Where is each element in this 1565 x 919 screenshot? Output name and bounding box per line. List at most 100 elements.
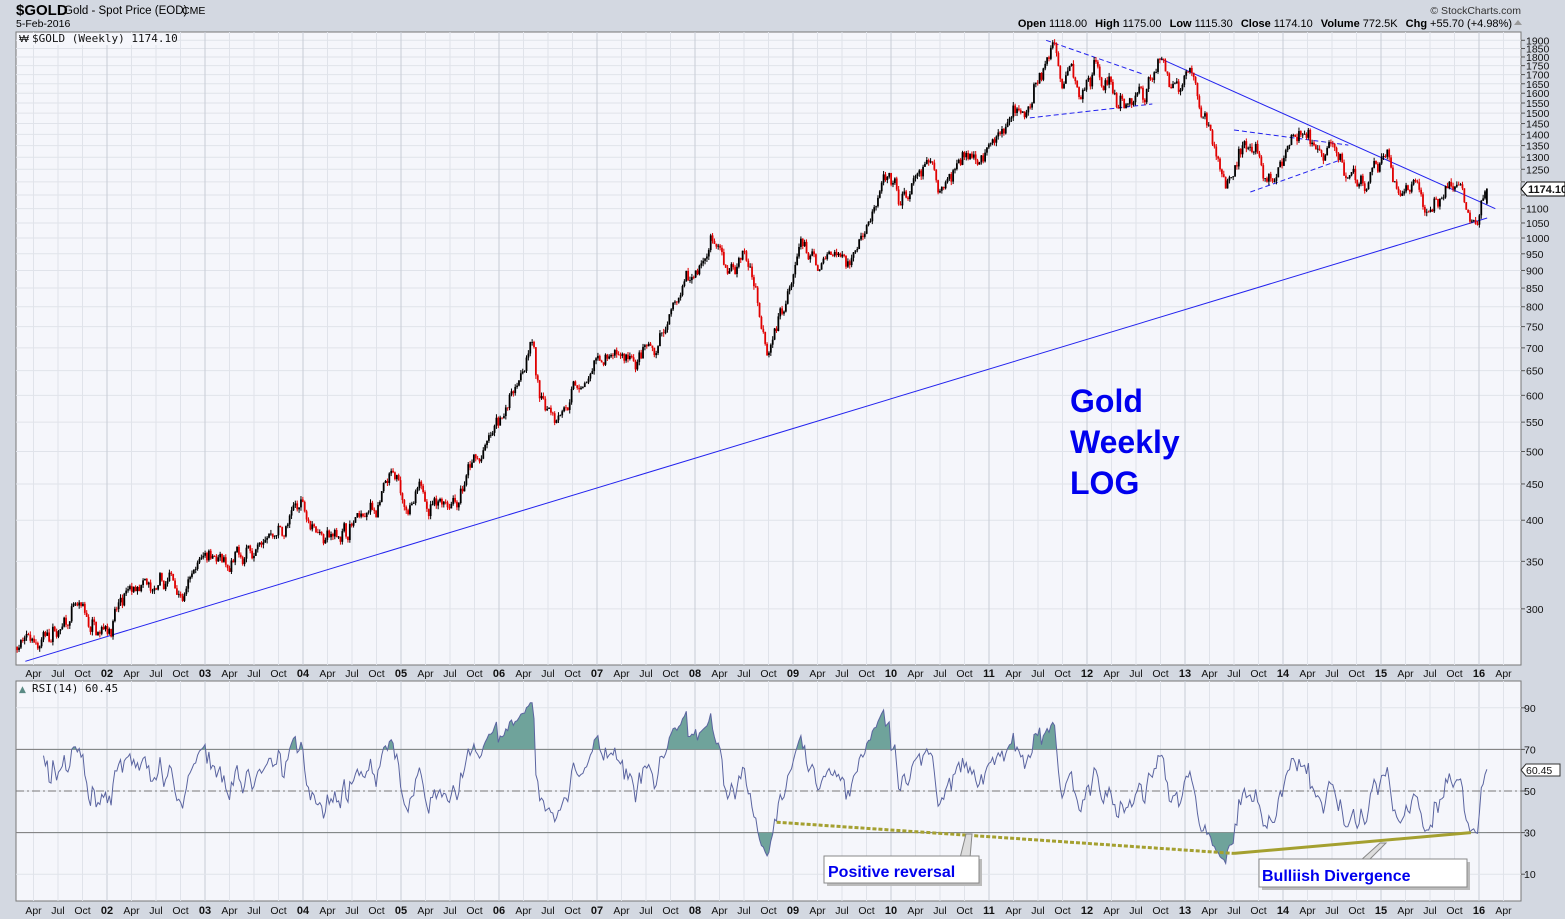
candle-body [501, 417, 503, 419]
candle-body [1008, 118, 1011, 123]
candle-body [360, 513, 363, 517]
x-tick-label: Jul [737, 668, 750, 680]
candle-body [741, 250, 744, 260]
candle-body [815, 254, 817, 266]
candle-body [863, 233, 866, 237]
candle-body [837, 253, 840, 256]
candle-body [1104, 80, 1107, 91]
candle [1341, 152, 1344, 163]
candle-body [854, 250, 857, 253]
candle [1408, 189, 1411, 195]
candle [1170, 83, 1173, 89]
candle-body [704, 258, 706, 261]
candle-body [683, 281, 686, 287]
candle-body [324, 539, 327, 544]
candle-body [70, 606, 73, 622]
candle-body [1215, 146, 1218, 157]
candle-body [781, 308, 784, 314]
candle [1175, 78, 1178, 84]
candle-body [737, 258, 740, 267]
candle-body [394, 472, 396, 480]
candle [959, 158, 962, 166]
candle-body [1269, 173, 1272, 179]
candle-body [1371, 167, 1374, 173]
candle [262, 538, 265, 549]
candle-body [1455, 184, 1458, 187]
candle-body [553, 413, 556, 423]
candle-body [610, 354, 612, 357]
x-tick-label: 05 [395, 668, 407, 680]
collapse-arrow-icon[interactable] [1514, 20, 1522, 25]
candle [715, 243, 718, 249]
candle-body [1202, 116, 1205, 118]
candle-body [997, 132, 1000, 137]
candle-body [386, 480, 389, 483]
candle-body [316, 532, 319, 534]
candle [102, 623, 105, 630]
candle-body [504, 407, 507, 417]
candle [659, 330, 661, 347]
candle-body [337, 536, 340, 538]
candle-body [232, 560, 235, 563]
candle [754, 283, 757, 288]
x-tick-label: Oct [466, 905, 482, 917]
candle [335, 527, 338, 538]
candle [627, 351, 629, 363]
candle [991, 138, 994, 146]
candle [1232, 175, 1235, 181]
candle [1429, 206, 1432, 213]
candle-body [717, 245, 720, 247]
candle-body [559, 415, 562, 417]
candle [309, 520, 312, 531]
candle-body [1463, 188, 1466, 203]
candle [1386, 149, 1389, 160]
candle [811, 248, 814, 257]
candle-body [1029, 106, 1032, 108]
candle [478, 458, 481, 464]
x-tick-label: Oct [564, 905, 580, 917]
candle-body [719, 245, 721, 248]
candle [687, 267, 690, 282]
candle-body [273, 535, 276, 537]
candle-body [568, 402, 571, 410]
candle [324, 537, 327, 544]
candle [843, 253, 846, 258]
candle [119, 594, 122, 606]
candle-body [1373, 161, 1376, 168]
candle [456, 500, 458, 511]
candle-body [409, 505, 411, 515]
candle-body [1478, 215, 1481, 225]
candle-body [243, 558, 246, 565]
candle [1117, 104, 1120, 109]
candle [1284, 148, 1287, 162]
candle-body [348, 523, 351, 541]
candle [937, 179, 939, 195]
candle [1298, 127, 1300, 144]
security-name: Gold - Spot Price (EOD) [64, 5, 188, 17]
candle [80, 601, 82, 608]
candle [35, 639, 37, 645]
rsi-tick-label: 30 [1524, 828, 1536, 840]
candle [721, 245, 723, 256]
candle-body [1185, 71, 1188, 76]
candle-body [1382, 156, 1385, 157]
positive-reversal-label: Positive reversal [828, 864, 955, 881]
candle-body [540, 396, 543, 399]
candle-body [538, 380, 541, 399]
x-tick-label: 14 [1277, 905, 1290, 917]
candle-body [339, 536, 342, 542]
candle-body [416, 487, 419, 492]
candle [260, 541, 263, 548]
candle-body [916, 173, 919, 176]
candle [1121, 93, 1124, 101]
candle [320, 531, 323, 536]
candle [1078, 86, 1080, 100]
candle-body [1051, 42, 1054, 48]
candle [901, 191, 904, 209]
trendline-solid [1160, 58, 1496, 210]
x-tick-label: Oct [74, 668, 90, 680]
candle-body [1333, 143, 1336, 148]
copyright[interactable]: © StockCharts.com [1430, 5, 1521, 17]
candle-body [1091, 74, 1094, 87]
candle [224, 554, 227, 568]
